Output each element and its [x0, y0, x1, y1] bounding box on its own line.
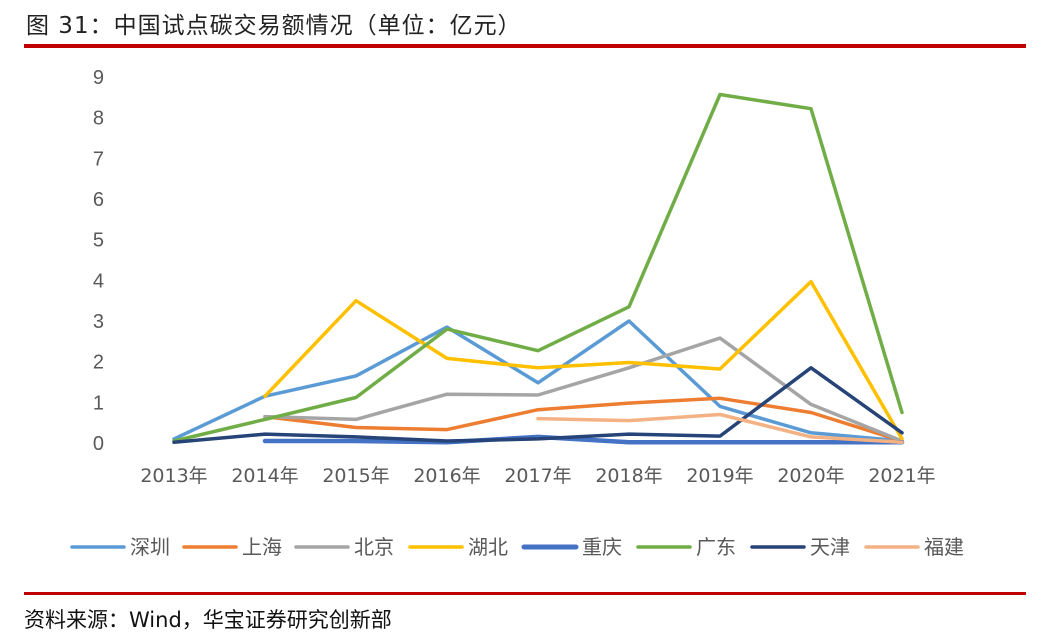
legend-label: 重庆	[582, 535, 622, 559]
x-tick-label: 2014年	[231, 465, 298, 487]
x-tick-label: 2017年	[504, 465, 571, 487]
y-tick-label: 7	[93, 148, 104, 170]
source-note: 资料来源：Wind，华宝证券研究创新部	[24, 608, 392, 632]
series-line-3	[263, 279, 904, 441]
y-tick-label: 1	[93, 392, 104, 414]
y-tick-label: 6	[93, 189, 104, 211]
legend-label: 广东	[696, 535, 736, 559]
series-line-6	[172, 366, 904, 444]
chart-title: 图 31：中国试点碳交易额情况（单位：亿元）	[26, 13, 522, 39]
bottom-divider	[24, 592, 1026, 595]
top-divider	[24, 44, 1026, 48]
x-axis: 2013年 2014年 2015年 2016年 2017年 2018年 2019年 2020年…	[140, 465, 935, 487]
legend-label: 北京	[354, 535, 394, 559]
series-line-0	[172, 319, 904, 443]
legend-label: 湖北	[468, 535, 508, 559]
y-tick-label: 0	[93, 433, 104, 455]
x-tick-label: 2018年	[595, 465, 662, 487]
series-line-1	[263, 396, 904, 443]
series-line-5	[172, 92, 904, 443]
x-tick-label: 2015年	[322, 465, 389, 487]
y-tick-label: 8	[93, 108, 104, 130]
x-tick-label: 2021年	[868, 465, 935, 487]
series-line-7	[536, 412, 904, 444]
x-tick-label: 2019年	[686, 465, 753, 487]
legend-label: 深圳	[130, 535, 170, 559]
y-axis: 0 1 2 3 4 5 6 7 8 9	[93, 67, 104, 455]
legend-label: 福建	[924, 535, 964, 559]
series-line-2	[263, 336, 904, 443]
y-tick-label: 4	[93, 270, 104, 292]
legend-label: 天津	[810, 535, 850, 559]
y-tick-label: 2	[93, 352, 104, 374]
y-tick-label: 5	[93, 230, 104, 252]
legend-label: 上海	[242, 535, 282, 559]
series-line-4	[262, 434, 905, 445]
y-tick-label: 9	[93, 67, 104, 89]
x-tick-label: 2020年	[777, 465, 844, 487]
series-lines	[172, 92, 905, 445]
legend: 深圳 上海 北京 湖北 重庆 广东 天津 福建	[70, 535, 964, 559]
x-tick-label: 2016年	[413, 465, 480, 487]
y-tick-label: 3	[93, 311, 104, 333]
x-tick-label: 2013年	[140, 465, 207, 487]
